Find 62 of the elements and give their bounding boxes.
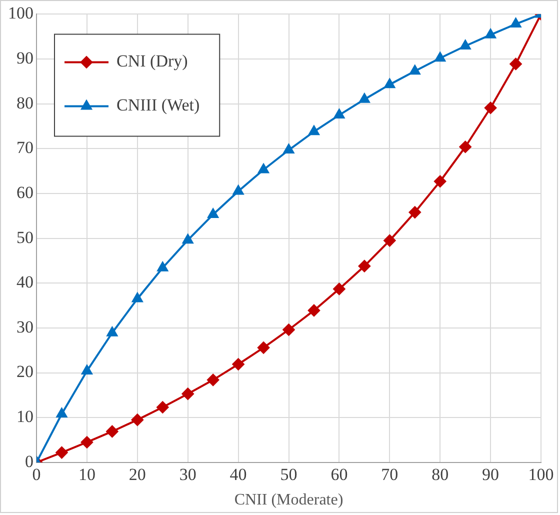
point xyxy=(434,175,446,188)
point xyxy=(106,326,118,336)
point xyxy=(232,358,244,370)
y-tick-label: 20 xyxy=(16,362,34,382)
x-tick-label: 90 xyxy=(482,465,500,484)
y-tick-label: 80 xyxy=(16,93,34,112)
y-tick-label: 0 xyxy=(25,452,34,471)
y-tick-label: 40 xyxy=(16,272,34,292)
legend-label: CNI (Dry) xyxy=(116,52,188,71)
point xyxy=(308,126,320,136)
y-tick-label: 70 xyxy=(16,138,34,158)
x-tick-label: 100 xyxy=(528,465,554,484)
point xyxy=(484,102,497,114)
point xyxy=(132,292,143,302)
point xyxy=(359,93,370,103)
point xyxy=(182,388,194,400)
x-tick-label: 30 xyxy=(179,465,196,484)
point xyxy=(258,164,269,174)
point xyxy=(106,425,118,438)
point xyxy=(232,185,244,195)
point xyxy=(333,282,346,295)
point xyxy=(410,65,420,75)
point xyxy=(56,408,68,418)
point xyxy=(408,206,421,218)
x-tick-label: 10 xyxy=(78,465,96,484)
point xyxy=(208,208,218,218)
x-tick-label: 80 xyxy=(432,465,449,484)
y-tick-label: 60 xyxy=(16,182,34,202)
point xyxy=(157,262,168,272)
point xyxy=(434,52,446,62)
x-tick-label: 20 xyxy=(128,465,146,484)
point xyxy=(459,140,472,153)
point xyxy=(384,78,395,88)
point xyxy=(182,234,194,244)
y-tick-label: 90 xyxy=(16,48,34,68)
point xyxy=(460,40,471,50)
point xyxy=(258,342,270,354)
legend-label: CNIII (Wet) xyxy=(116,96,200,115)
y-tick-label: 100 xyxy=(8,4,34,23)
x-tick-label: 70 xyxy=(381,465,398,484)
point xyxy=(156,401,169,414)
point xyxy=(82,364,92,374)
y-tick-label: 30 xyxy=(16,317,34,336)
point xyxy=(56,446,68,459)
point xyxy=(308,304,320,316)
y-tick-label: 50 xyxy=(16,228,34,247)
point xyxy=(358,260,370,272)
y-tick-label: 10 xyxy=(16,407,34,426)
point xyxy=(131,414,144,426)
point xyxy=(80,436,93,448)
point xyxy=(510,18,522,28)
x-tick-label: 50 xyxy=(280,465,298,484)
point xyxy=(384,234,396,247)
x-tick-label: 60 xyxy=(330,465,348,484)
point xyxy=(207,374,220,386)
point xyxy=(485,28,496,38)
point xyxy=(334,109,345,119)
point xyxy=(283,144,294,154)
x-tick-label: 40 xyxy=(230,465,247,484)
point xyxy=(282,324,295,336)
x-axis-title: CNII (Moderate) xyxy=(234,492,344,509)
point xyxy=(510,58,522,70)
